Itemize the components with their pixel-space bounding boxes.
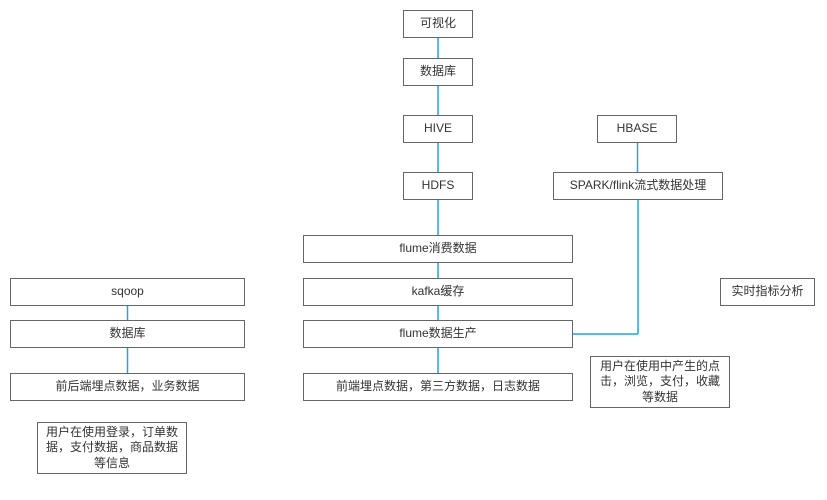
node-label: flume数据生产	[399, 326, 476, 342]
node-label: 用户在使用登录，订单数据，支付数据，商品数据等信息	[42, 425, 182, 472]
node-hdfs: HDFS	[403, 172, 473, 200]
node-label: sqoop	[111, 284, 144, 300]
node-label: HDFS	[422, 178, 455, 194]
node-hbase: HBASE	[597, 115, 677, 143]
node-label: flume消费数据	[399, 241, 476, 257]
node-realtime: 实时指标分析	[720, 278, 815, 306]
node-biz_data: 前后端埋点数据，业务数据	[10, 373, 245, 401]
node-hive: HIVE	[403, 115, 473, 143]
node-spark: SPARK/flink流式数据处理	[553, 172, 723, 200]
node-label: 实时指标分析	[731, 284, 803, 300]
node-db1: 数据库	[403, 58, 473, 86]
node-sqoop: sqoop	[10, 278, 245, 306]
diagram-canvas: 可视化数据库 HIVE HDFS HBASE SPARK/flink流式数据处理 flum…	[0, 0, 827, 500]
node-label: 用户在使用中产生的点击，浏览，支付，收藏等数据	[595, 359, 725, 406]
node-vis: 可视化	[403, 10, 473, 38]
node-label: HBASE	[617, 121, 658, 137]
node-label: 可视化	[420, 16, 456, 32]
node-label: HIVE	[424, 121, 452, 137]
node-label: 数据库	[109, 326, 145, 342]
node-label: SPARK/flink流式数据处理	[570, 178, 706, 194]
node-front_log: 前端埋点数据，第三方数据，日志数据	[303, 373, 573, 401]
node-label: 前后端埋点数据，业务数据	[55, 379, 199, 395]
node-flume_p: flume数据生产	[303, 320, 573, 348]
node-kafka: kafka缓存	[303, 278, 573, 306]
node-label: kafka缓存	[412, 284, 465, 300]
node-label: 前端埋点数据，第三方数据，日志数据	[336, 379, 540, 395]
node-flume_c: flume消费数据	[303, 235, 573, 263]
node-db2: 数据库	[10, 320, 245, 348]
node-user_click: 用户在使用中产生的点击，浏览，支付，收藏等数据	[590, 356, 730, 408]
node-user_login: 用户在使用登录，订单数据，支付数据，商品数据等信息	[37, 422, 187, 474]
node-label: 数据库	[420, 64, 456, 80]
